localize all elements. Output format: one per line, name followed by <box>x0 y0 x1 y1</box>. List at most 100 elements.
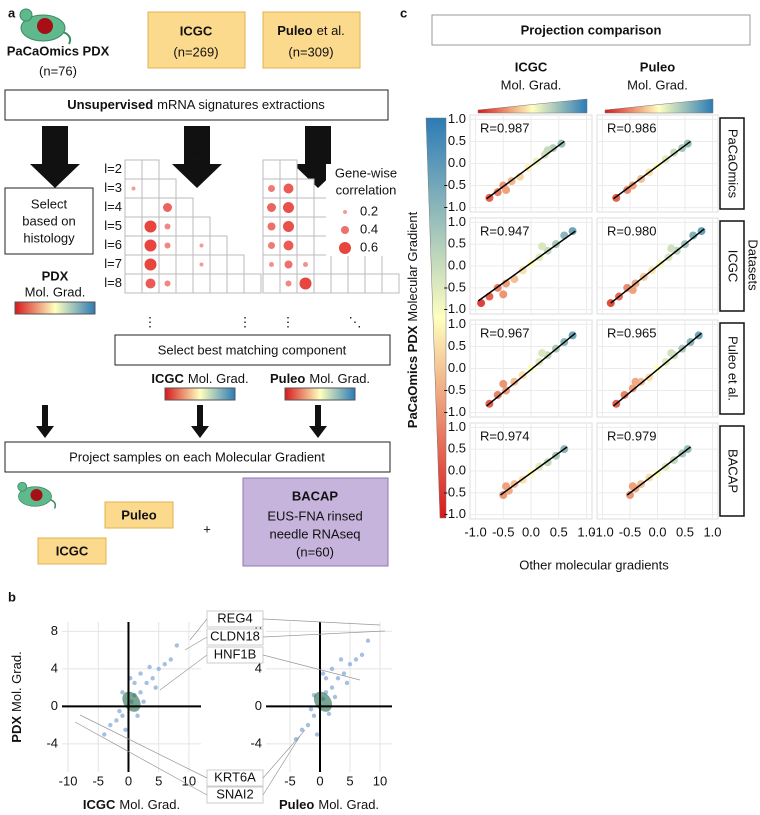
label: Puleo et al. <box>277 23 345 38</box>
gradient-bar <box>164 387 236 401</box>
gene-label: REG4 <box>217 610 252 625</box>
label: (n=309) <box>288 44 333 59</box>
x-axis-title: Other molecular gradients <box>519 557 669 572</box>
y-tick-label: 0.5 <box>448 236 466 251</box>
y-tick-label: -1.0 <box>444 404 466 419</box>
point <box>359 652 365 658</box>
point <box>153 685 158 690</box>
label: ICGC <box>180 23 213 38</box>
leader-line <box>189 618 208 641</box>
fit-line <box>500 446 568 496</box>
column-subtitle: Mol. Grad. <box>627 77 688 92</box>
label: Puleo <box>121 507 156 522</box>
corr-dot <box>268 242 275 249</box>
point <box>174 643 180 648</box>
grid-cell <box>364 273 383 294</box>
grid-cell <box>296 197 315 218</box>
ellipsis: ⋱ <box>349 314 362 329</box>
grid-cell <box>158 254 177 275</box>
y-tick-label: -4 <box>250 735 262 750</box>
label: BACAP <box>292 488 339 503</box>
legend-value: 0.4 <box>360 221 378 236</box>
point <box>168 657 173 662</box>
point <box>353 657 359 662</box>
corr-dot <box>164 223 171 230</box>
y-tick-label: -4 <box>46 735 58 750</box>
x-tick-label: 0.0 <box>648 524 666 539</box>
label-bold: ICGC <box>151 371 184 386</box>
y-axis-title: PDX Mol. Grad. <box>9 651 24 742</box>
row-label: l=3 <box>104 180 122 195</box>
gene-label: CLDN18 <box>210 628 260 643</box>
gradient-bar <box>14 301 96 315</box>
arrow <box>30 126 80 188</box>
corr-dot <box>299 277 312 290</box>
point <box>150 676 155 681</box>
mouse-tumor <box>37 18 53 34</box>
row-label: l=6 <box>104 237 122 252</box>
grid-cell <box>192 216 211 237</box>
label-bold: PDX <box>9 716 24 743</box>
row-label-box <box>719 425 745 517</box>
label: PaCaOmics PDX <box>7 43 110 58</box>
grid-cell <box>175 235 194 256</box>
grid-cell <box>175 273 194 294</box>
x-tick-label: -10 <box>59 773 78 788</box>
grid-cell <box>141 178 160 199</box>
fit-line <box>486 332 576 407</box>
grid-cell <box>226 254 245 275</box>
point <box>135 713 140 718</box>
legend-bg <box>326 164 400 256</box>
grid-cell <box>296 216 315 237</box>
legend-value: 0.2 <box>360 203 378 218</box>
histology-box <box>4 187 94 255</box>
r-value: R=0.980 <box>607 223 657 238</box>
legend-dot <box>339 242 351 254</box>
project-box <box>4 441 391 473</box>
point <box>499 379 508 388</box>
corr-dot <box>164 280 171 287</box>
x-tick-label: 0.5 <box>676 524 694 539</box>
row-label-box <box>719 322 745 415</box>
point <box>515 172 524 181</box>
label: (n=269) <box>173 44 218 59</box>
point <box>320 671 326 676</box>
label: needle RNAseq <box>269 526 360 541</box>
column-subtitle: Mol. Grad. <box>501 77 562 92</box>
y-tick-label: 0 <box>51 698 58 713</box>
panel-label: a <box>8 5 16 20</box>
corr-dot <box>163 203 172 212</box>
grid-cell <box>209 254 228 275</box>
x-tick-label: 1.0 <box>703 524 721 539</box>
mouse-tail <box>49 498 57 509</box>
y-tick-label: -0.5 <box>444 484 466 499</box>
r-value: R=0.965 <box>607 325 657 340</box>
label: (n=76) <box>39 63 77 78</box>
label-rest: mRNA signatures extractions <box>157 97 325 112</box>
gradient-wedge <box>604 98 714 114</box>
y-tick-label: 0.0 <box>448 155 466 170</box>
x-tick-label: 10 <box>373 773 387 788</box>
point <box>138 671 143 676</box>
y-tick-label: 1.0 <box>448 214 466 229</box>
gradient-wedge <box>477 98 588 114</box>
label: Puleo Mol. Grad. <box>270 371 370 386</box>
grid-cell <box>364 254 383 275</box>
corr-dot <box>144 239 157 252</box>
point <box>538 242 547 251</box>
legend-title: correlation <box>336 182 397 197</box>
label-bold: Puleo <box>270 371 305 386</box>
fit-line <box>477 230 576 302</box>
x-tick-label: -5 <box>284 773 296 788</box>
y-tick-label: 4 <box>255 660 262 675</box>
point <box>637 377 645 386</box>
x-tick-label: 5 <box>155 773 162 788</box>
point <box>144 680 149 686</box>
legend-title: Gene-wise <box>335 165 397 180</box>
x-axis-title: Puleo Mol. Grad. <box>279 797 379 812</box>
label: Project samples on each Molecular Gradie… <box>69 449 325 464</box>
grid-cell <box>124 235 143 256</box>
x-tick-label: 0 <box>125 773 132 788</box>
grid-cell <box>330 254 349 275</box>
corr-dot <box>283 221 294 232</box>
